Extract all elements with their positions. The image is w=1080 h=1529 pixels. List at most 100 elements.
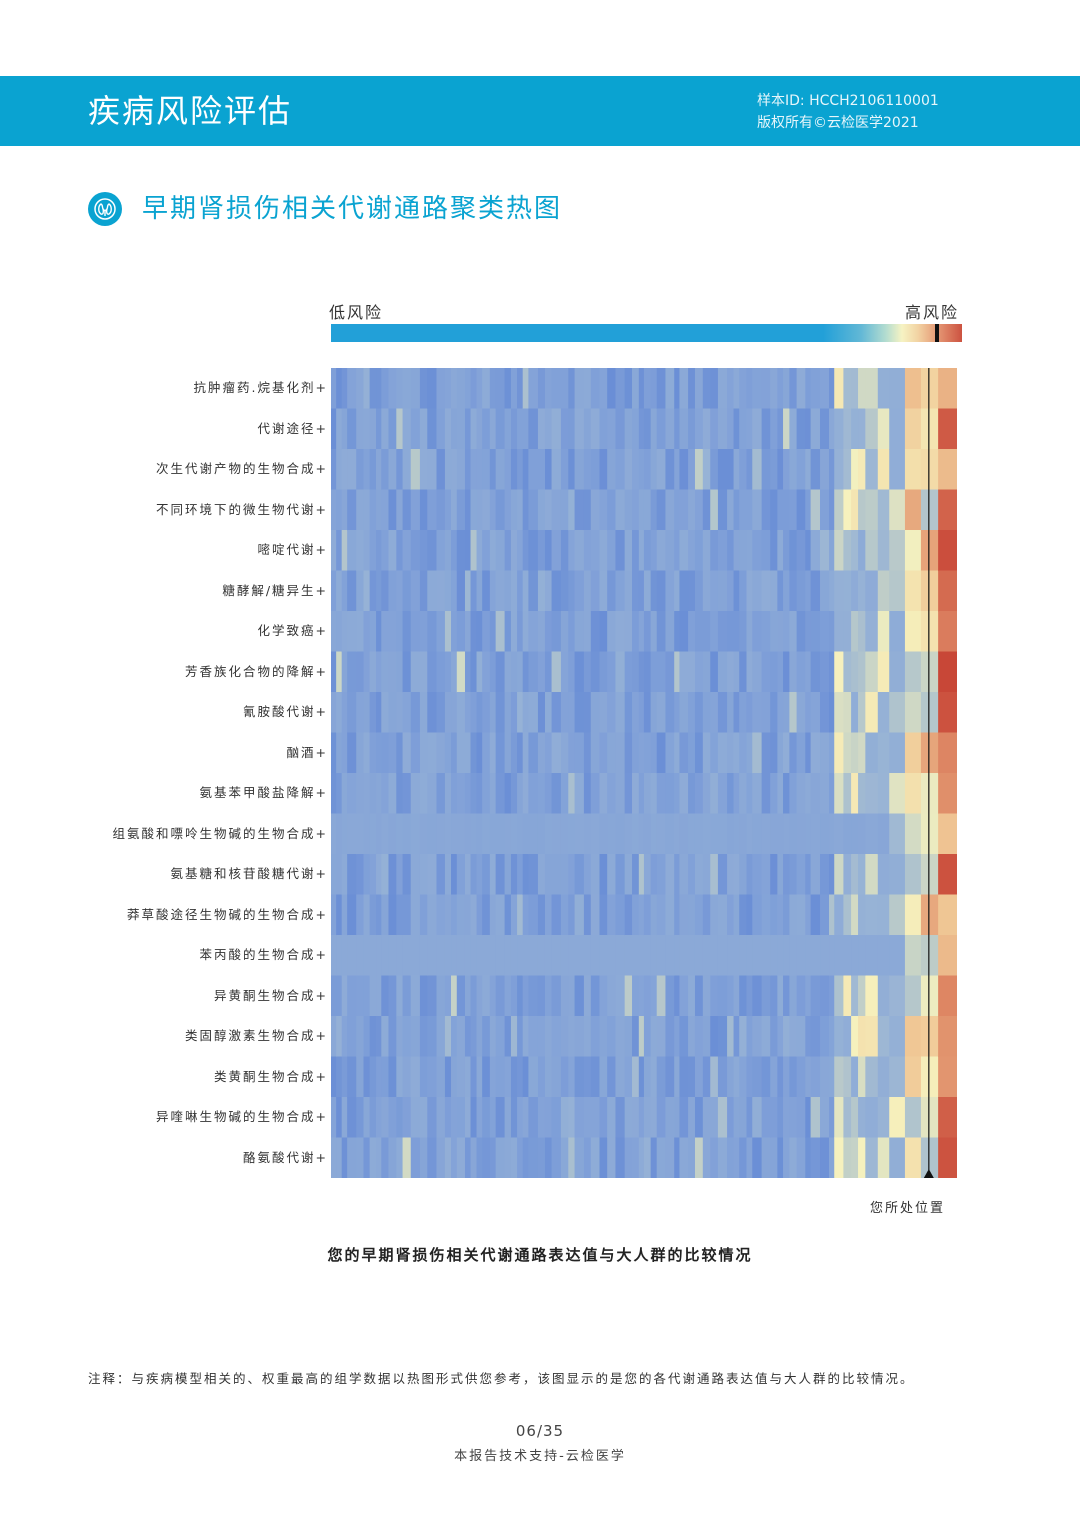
heatmap-cell	[363, 449, 371, 491]
heatmap-cell	[336, 1016, 343, 1058]
heatmap-cell	[733, 894, 740, 936]
heatmap-cell	[522, 1056, 529, 1098]
heatmap-cell	[904, 1056, 922, 1098]
heatmap-cell	[632, 854, 640, 896]
heatmap-cell	[336, 1097, 343, 1139]
heatmap-cell	[656, 854, 667, 896]
heatmap-cell	[624, 813, 633, 855]
heatmap-cell	[632, 692, 640, 734]
heatmap-cell	[834, 1056, 844, 1098]
heatmap-cell	[858, 449, 866, 491]
heatmap-cell	[336, 975, 343, 1017]
heatmap-cell	[436, 530, 446, 572]
heatmap-cell	[710, 570, 719, 612]
heatmap-cell	[388, 854, 397, 896]
heatmap-cell	[702, 651, 711, 693]
heatmap-cell	[583, 1016, 592, 1058]
heatmap-cell	[402, 732, 412, 774]
heatmap-cell	[904, 935, 922, 977]
heatmap-cell	[528, 732, 539, 774]
heatmap-cell	[456, 449, 466, 491]
heatmap-cell	[851, 368, 859, 410]
heatmap-cell	[746, 530, 753, 572]
heatmap-cell	[376, 975, 382, 1017]
heatmap-cell	[381, 489, 390, 531]
heatmap-cell	[694, 651, 704, 693]
heatmap-cell	[583, 530, 592, 572]
heatmap-cell	[733, 975, 740, 1017]
heatmap-cell	[694, 408, 704, 450]
heatmap-cell	[733, 1097, 740, 1139]
heatmap-cell	[476, 813, 483, 855]
heatmap-cell	[347, 854, 357, 896]
heatmap-cell	[877, 449, 890, 491]
heatmap-cell	[396, 732, 404, 774]
heatmap-cell	[419, 1056, 428, 1098]
heatmap-cell	[574, 408, 585, 450]
heatmap-cell	[402, 408, 412, 450]
heatmap-cell	[834, 368, 844, 410]
heatmap-cell	[331, 773, 337, 815]
heatmap-cell	[537, 408, 546, 450]
heatmap-cell	[679, 1016, 689, 1058]
heatmap-cell	[805, 975, 812, 1017]
heatmap-cell	[752, 692, 763, 734]
heatmap-row-label: 氨基糖和核苷酸糖代谢+	[170, 866, 328, 882]
heatmap-cell	[688, 611, 696, 653]
heatmap-cell	[396, 692, 404, 734]
heatmap-cell	[761, 732, 771, 774]
heatmap-cell	[810, 935, 821, 977]
heatmap-cell	[789, 368, 798, 410]
heatmap-cell	[590, 408, 601, 450]
heatmap-cell	[865, 854, 879, 896]
heatmap-cell	[650, 1016, 658, 1058]
heatmap-cell	[363, 611, 371, 653]
heatmap-cell	[770, 1137, 778, 1178]
heatmap-cell	[522, 692, 529, 734]
heatmap-cell	[679, 935, 689, 977]
heatmap-cell	[796, 1016, 806, 1058]
heatmap-cell	[632, 935, 640, 977]
heatmap-cell	[829, 813, 835, 855]
heatmap-cell	[746, 854, 753, 896]
heatmap-cell	[783, 1097, 790, 1139]
heatmap-cell	[752, 1016, 763, 1058]
heatmap-cell	[451, 489, 458, 531]
heatmap-cell	[464, 1016, 472, 1058]
heatmap-cell	[347, 894, 357, 936]
heatmap-cell	[599, 1016, 608, 1058]
heatmap-cell	[482, 1016, 491, 1058]
heatmap-cell	[456, 854, 466, 896]
heatmap-cell	[777, 449, 784, 491]
heatmap-cell	[476, 935, 483, 977]
heatmap-cell	[489, 570, 497, 612]
heatmap-cell	[574, 368, 585, 410]
heatmap-cell	[528, 530, 539, 572]
heatmap-cell	[607, 651, 617, 693]
heatmap-cell	[624, 692, 633, 734]
heatmap-cell	[650, 975, 658, 1017]
heatmap-cell	[679, 651, 689, 693]
heatmap-cell	[482, 651, 491, 693]
heatmap-cell	[702, 1097, 711, 1139]
heatmap-cell	[727, 1137, 735, 1178]
heatmap-cell	[341, 570, 348, 612]
heatmap-cell	[656, 975, 667, 1017]
heatmap-cell	[746, 408, 753, 450]
heatmap-cell	[829, 692, 835, 734]
heatmap-cell	[820, 489, 830, 531]
heatmap-cell	[388, 692, 397, 734]
heatmap-cell	[551, 1097, 562, 1139]
heatmap-cell	[356, 408, 365, 450]
heatmap-cell	[402, 1056, 412, 1098]
heatmap-cell	[504, 530, 512, 572]
heatmap-cell	[528, 1056, 539, 1098]
heatmap-cell	[674, 489, 681, 531]
heatmap-cell	[590, 894, 601, 936]
heatmap-cell	[568, 1137, 576, 1178]
heatmap-cell	[643, 1137, 652, 1178]
heatmap-cell	[419, 732, 428, 774]
heatmap-cell	[694, 854, 704, 896]
heatmap-cell	[834, 975, 844, 1017]
heatmap-cell	[920, 692, 939, 734]
